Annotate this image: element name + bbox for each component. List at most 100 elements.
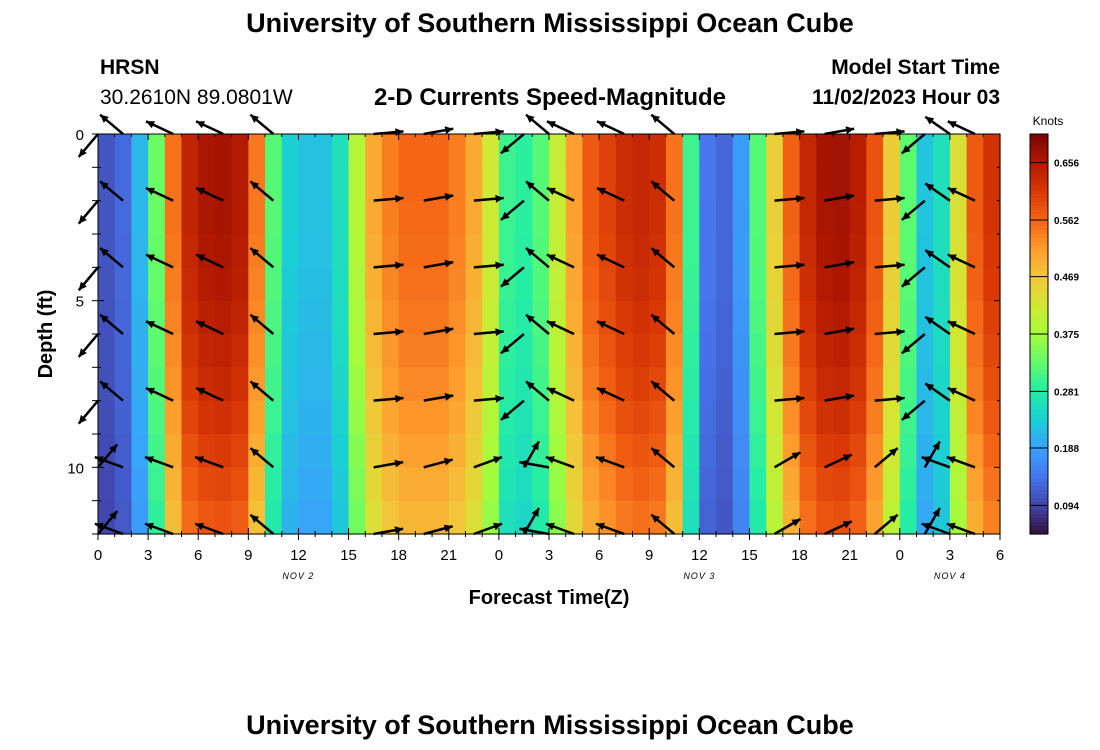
heatmap-cell <box>933 267 951 302</box>
current-vector-arrow <box>145 320 174 336</box>
colorbar-segment <box>1030 514 1048 519</box>
heatmap-cell <box>398 434 416 468</box>
heatmap-cell <box>816 300 834 335</box>
current-vector-arrow <box>519 459 550 469</box>
colorbar-segment <box>1030 350 1048 355</box>
heatmap-cell <box>415 434 433 468</box>
heatmap-cell <box>465 334 483 368</box>
heatmap-cell <box>432 200 450 235</box>
vector-arrowhead <box>896 194 905 203</box>
current-vector-arrow <box>144 522 174 536</box>
colorbar-segment <box>1030 338 1048 343</box>
heatmap-cell <box>415 167 433 202</box>
heatmap-cell <box>248 400 266 435</box>
colorbar-segment <box>1030 438 1048 443</box>
heatmap-cell <box>248 334 266 368</box>
heatmap-cell <box>265 267 283 302</box>
heatmap-cell <box>565 300 583 335</box>
heatmap-cell <box>532 300 550 335</box>
colorbar-segment <box>1030 146 1048 151</box>
heatmap-cell <box>665 500 684 535</box>
vector-arrowhead <box>250 181 260 190</box>
current-vector-arrow <box>473 261 504 270</box>
vector-arrowhead <box>597 321 606 329</box>
heatmap-cell <box>832 134 851 168</box>
current-vector-arrow <box>545 455 575 469</box>
heatmap-cell <box>799 300 817 335</box>
current-vector-arrow <box>99 380 124 402</box>
heatmap-cell <box>716 334 734 368</box>
heatmap-cell <box>665 334 684 368</box>
heatmap-cell <box>448 467 467 502</box>
heatmap-cell <box>732 234 751 268</box>
vector-arrowhead <box>901 278 911 287</box>
current-vector-arrow <box>546 186 575 202</box>
colorbar-segment <box>1030 322 1048 327</box>
x-tick-label: 21 <box>440 547 457 564</box>
heatmap-cell <box>799 134 817 168</box>
heatmap-cell <box>415 467 433 502</box>
vector-arrowhead <box>519 459 529 468</box>
heatmap-cell <box>498 167 517 202</box>
heatmap-cell <box>799 434 817 468</box>
vector-arrowhead <box>597 187 606 195</box>
x-tick-label: 15 <box>741 547 758 564</box>
heatmap-cell <box>682 134 700 168</box>
vector-arrowhead <box>493 522 502 531</box>
vector-arrowhead <box>196 321 206 329</box>
heatmap-cell <box>966 134 984 168</box>
heatmap-cell <box>816 367 834 402</box>
heatmap-cell <box>582 400 600 435</box>
colorbar-segment <box>1030 474 1048 479</box>
heatmap-cell <box>866 267 884 302</box>
heatmap-cell <box>565 367 583 402</box>
current-vector-arrow <box>373 328 404 336</box>
colorbar-segment <box>1030 314 1048 319</box>
heatmap-cell <box>148 400 166 435</box>
heatmap-cell <box>766 334 784 368</box>
heatmap-cell <box>983 467 1001 502</box>
current-vector-arrow <box>249 447 275 469</box>
heatmap-cell <box>164 200 183 235</box>
heatmap-cell <box>114 434 132 468</box>
current-vector-arrow <box>901 266 926 288</box>
vector-arrowhead <box>925 383 935 392</box>
heatmap-cell <box>365 467 383 502</box>
heatmap-cell <box>732 500 751 535</box>
current-vector-arrow <box>373 194 404 203</box>
heatmap-cell <box>281 400 300 435</box>
vector-arrowhead <box>195 522 204 531</box>
heatmap-cell <box>732 467 751 502</box>
heatmap-cell <box>331 367 350 402</box>
heatmap-cell <box>248 467 266 502</box>
colorbar-tick-label: 0.188 <box>1054 444 1079 455</box>
heatmap-cell <box>799 200 817 235</box>
vector-arrowhead <box>250 448 260 457</box>
x-tick-label: 21 <box>841 547 858 564</box>
heatmap-cell <box>782 167 801 202</box>
colorbar-segment <box>1030 486 1048 491</box>
vector-arrowhead <box>925 116 935 125</box>
colorbar-segment <box>1030 402 1048 407</box>
heatmap-cell <box>214 300 233 335</box>
heatmap-cell <box>114 200 132 235</box>
vector-arrowhead <box>94 456 104 464</box>
current-vector-arrow <box>423 193 454 202</box>
heatmap-cell <box>265 200 283 235</box>
current-vector-arrow <box>924 182 951 202</box>
heatmap-cell <box>649 400 667 435</box>
heatmap-cell <box>883 334 901 368</box>
colorbar-segment <box>1030 234 1048 239</box>
vector-arrowhead <box>495 261 504 270</box>
heatmap-cell <box>415 400 433 435</box>
heatmap-cell <box>682 234 700 268</box>
heatmap-cell <box>949 134 968 168</box>
colorbar-segment <box>1030 458 1048 463</box>
heatmap-cell <box>415 200 433 235</box>
heatmap-cell <box>498 234 517 268</box>
heatmap-cell <box>582 134 600 168</box>
heatmap-cell <box>398 334 416 368</box>
heatmap-cell <box>749 134 767 168</box>
heatmap-cell <box>916 467 934 502</box>
heatmap-cell <box>331 234 350 268</box>
